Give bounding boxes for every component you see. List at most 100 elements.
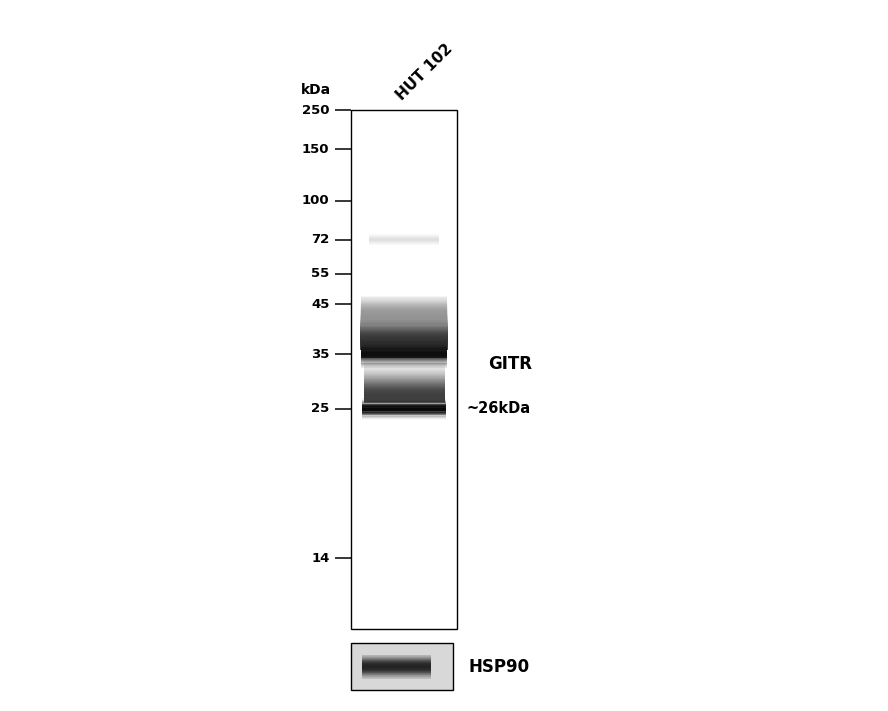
Bar [361,321,447,322]
Bar [362,678,432,679]
Bar [362,670,432,671]
Bar [361,315,448,316]
Bar [362,670,432,671]
Text: ~26kDa: ~26kDa [466,401,530,417]
Bar [362,661,432,662]
Bar [363,401,445,402]
Bar [363,380,445,382]
Bar [362,665,432,666]
Bar [363,371,445,373]
Bar [363,380,445,381]
Bar [361,308,447,309]
Bar [361,327,448,328]
Bar [361,305,447,306]
Bar [363,399,445,400]
Bar [361,305,448,306]
Bar [361,345,448,346]
Bar [361,319,447,320]
Bar [361,311,448,313]
Bar [361,314,448,315]
Bar [361,327,448,328]
Bar [363,365,445,367]
Bar [362,665,432,666]
Bar [363,394,445,395]
Bar [361,343,448,344]
Text: 250: 250 [302,104,329,117]
Bar [361,331,448,333]
Bar [363,367,445,368]
Bar [363,366,445,368]
Bar [362,663,432,664]
Bar [361,343,448,345]
Bar [363,388,445,390]
Bar [361,309,447,310]
Bar [361,323,447,324]
Bar [363,393,445,395]
Bar [361,321,448,322]
Bar [362,668,432,669]
Text: 25: 25 [311,402,329,415]
Bar [361,321,447,322]
Bar [362,677,432,678]
Bar [361,326,448,327]
Bar [363,375,445,376]
Bar [361,316,448,317]
Text: HUT 102: HUT 102 [393,41,456,103]
Bar [362,660,432,661]
Bar [361,347,448,348]
Bar [362,656,432,657]
Bar [362,676,432,677]
Bar [361,325,448,326]
Bar [363,389,445,390]
Bar [361,306,447,307]
Bar [363,370,445,371]
Bar [361,308,448,309]
Bar [363,369,445,370]
Bar [363,392,445,393]
Bar [361,313,448,314]
Bar [361,332,448,333]
Bar [363,386,445,387]
Bar [363,393,445,394]
Bar [363,391,445,392]
Bar [361,317,448,318]
Bar [361,321,448,322]
Bar [363,356,445,358]
Bar [361,341,448,342]
Bar [361,311,447,312]
Bar [361,303,447,304]
Bar [363,363,445,364]
Bar [361,306,447,308]
Bar [361,344,448,345]
Bar [363,399,445,400]
Bar [361,312,447,314]
Bar [361,334,448,336]
Bar [363,365,445,366]
Bar [362,662,432,663]
Bar [361,330,448,331]
Bar [361,339,448,340]
Bar [363,381,445,382]
Bar [361,310,447,311]
Bar [363,364,445,365]
Bar [362,656,432,657]
Bar [363,373,445,375]
Bar [361,310,448,311]
Bar [361,341,448,342]
Bar [363,362,445,363]
Bar [362,672,432,673]
Bar [361,323,448,324]
Text: 150: 150 [302,143,329,156]
Bar [363,374,445,375]
Bar [361,298,447,299]
Bar [361,313,447,314]
Bar [361,315,447,316]
Bar [361,322,448,323]
Bar [363,359,445,360]
Bar [363,398,445,399]
Bar [361,313,448,314]
Bar [363,385,445,387]
Bar [363,372,445,373]
Bar [361,304,448,305]
Bar [363,375,445,376]
